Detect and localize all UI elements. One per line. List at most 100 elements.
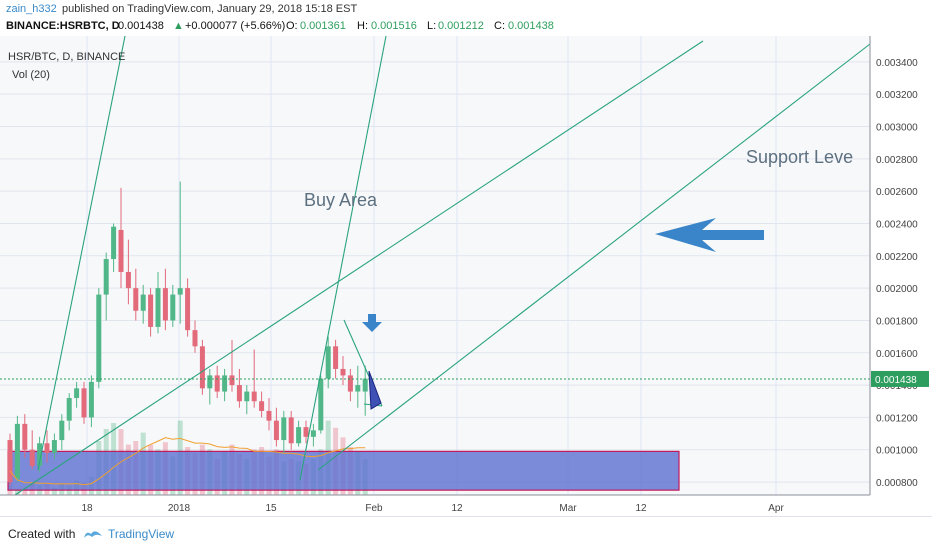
candle-body[interactable] bbox=[59, 420, 65, 441]
candle-body[interactable] bbox=[266, 410, 272, 421]
candle-body[interactable] bbox=[229, 375, 235, 386]
candle-body[interactable] bbox=[7, 440, 13, 483]
y-tick-label: 0.002000 bbox=[876, 284, 918, 295]
candle-body[interactable] bbox=[281, 417, 287, 441]
candle-body[interactable] bbox=[155, 288, 161, 327]
y-tick-label: 0.001200 bbox=[876, 413, 918, 424]
open-value: 0.001361 bbox=[300, 20, 346, 32]
tradingview-brand-link[interactable]: TradingView bbox=[108, 527, 175, 541]
x-tick-label: Mar bbox=[559, 503, 577, 514]
chart-area[interactable]: HSR/BTC, D, BINANCE Vol (20) Buy Area Su… bbox=[0, 35, 932, 516]
x-tick-label: 15 bbox=[265, 503, 277, 514]
candle-body[interactable] bbox=[222, 375, 228, 392]
ohlc-header: BINANCE:HSRBTC, D 0.001438 ▲ +0.000077 (… bbox=[0, 17, 932, 36]
candle-body[interactable] bbox=[347, 375, 353, 392]
x-tick-label: 2018 bbox=[168, 503, 191, 514]
last-price: 0.001438 bbox=[118, 20, 164, 32]
candle-body[interactable] bbox=[310, 430, 316, 437]
candle-body[interactable] bbox=[177, 288, 183, 295]
price-chart[interactable]: HSR/BTC, D, BINANCE Vol (20) Buy Area Su… bbox=[0, 35, 932, 516]
y-tick-label: 0.001600 bbox=[876, 349, 918, 360]
candle-body[interactable] bbox=[88, 381, 94, 418]
candle-body[interactable] bbox=[133, 288, 139, 311]
trend-lines bbox=[14, 35, 871, 496]
trend-line[interactable] bbox=[37, 35, 126, 471]
candle-body[interactable] bbox=[148, 294, 154, 327]
svg-text:0.001438: 0.001438 bbox=[875, 375, 917, 386]
left-arrow-shape bbox=[655, 218, 764, 252]
price-axis[interactable] bbox=[870, 36, 932, 516]
trend-line[interactable] bbox=[299, 35, 387, 481]
down-arrow-icon[interactable] bbox=[362, 314, 382, 332]
buy-area-label: Buy Area bbox=[304, 190, 378, 210]
candles bbox=[7, 181, 368, 486]
candle-body[interactable] bbox=[74, 388, 80, 399]
time-axis[interactable] bbox=[0, 495, 932, 516]
candle-body[interactable] bbox=[207, 375, 213, 389]
y-tick-label: 0.003200 bbox=[876, 90, 918, 101]
candle-body[interactable] bbox=[125, 271, 131, 289]
y-tick-label: 0.002600 bbox=[876, 187, 918, 198]
buy-zone-box[interactable] bbox=[7, 450, 680, 491]
last-price-tag: 0.001438 bbox=[871, 370, 929, 387]
candle-body[interactable] bbox=[355, 385, 361, 392]
candle-body[interactable] bbox=[162, 288, 168, 321]
volume-bar bbox=[14, 489, 20, 495]
candle-body[interactable] bbox=[81, 388, 87, 418]
candle-body[interactable] bbox=[288, 417, 294, 444]
candle-body[interactable] bbox=[22, 423, 28, 450]
y-axis-labels: 0.003400 0.003200 0.003000 0.002800 0.002600… bbox=[876, 58, 918, 489]
x-tick-label: 12 bbox=[451, 503, 463, 514]
price-change: +0.000077 (+5.66%) bbox=[185, 20, 286, 32]
volume-legend: Vol (20) bbox=[12, 69, 50, 81]
candle-body[interactable] bbox=[96, 294, 102, 382]
trend-line[interactable] bbox=[317, 43, 871, 471]
candle-body[interactable] bbox=[118, 229, 124, 272]
candle-body[interactable] bbox=[318, 378, 324, 431]
left-arrow-icon[interactable] bbox=[655, 218, 764, 252]
candle-body[interactable] bbox=[185, 288, 191, 331]
candle-body[interactable] bbox=[111, 226, 117, 260]
candle-body[interactable] bbox=[296, 427, 302, 444]
candle-body[interactable] bbox=[140, 294, 146, 311]
x-axis-labels: 18 2018 15 Feb 12 Mar 12 Apr bbox=[81, 503, 784, 514]
candle-body[interactable] bbox=[14, 423, 20, 479]
candle-body[interactable] bbox=[192, 330, 198, 347]
candle-body[interactable] bbox=[103, 259, 109, 295]
volume-ma-line bbox=[9, 437, 366, 486]
y-tick-label: 0.000800 bbox=[876, 478, 918, 489]
candle-body[interactable] bbox=[214, 375, 220, 392]
high-value: 0.001516 bbox=[371, 20, 417, 32]
candle-body[interactable] bbox=[340, 368, 346, 376]
candle-body[interactable] bbox=[66, 398, 72, 421]
candle-body[interactable] bbox=[251, 391, 257, 402]
candle-body[interactable] bbox=[29, 449, 35, 466]
candle-body[interactable] bbox=[333, 346, 339, 369]
y-tick-label: 0.003000 bbox=[876, 123, 918, 134]
tradingview-logo-icon[interactable] bbox=[82, 527, 104, 546]
close-value: 0.001438 bbox=[508, 20, 554, 32]
candle-body[interactable] bbox=[259, 401, 265, 411]
y-tick-label: 0.002200 bbox=[876, 252, 918, 263]
open-label: O: bbox=[286, 20, 298, 32]
candle-body[interactable] bbox=[362, 378, 368, 392]
candle-body[interactable] bbox=[244, 391, 250, 402]
low-label: L: bbox=[427, 20, 437, 32]
author-link[interactable]: zain_h332 bbox=[6, 3, 57, 15]
candle-body[interactable] bbox=[199, 346, 205, 389]
candle-body[interactable] bbox=[236, 385, 242, 402]
candle-body[interactable] bbox=[325, 346, 331, 379]
symbol-label: BINANCE:HSRBTC, D bbox=[6, 20, 120, 32]
y-tick-label: 0.002400 bbox=[876, 219, 918, 230]
wedge-triangle[interactable] bbox=[368, 370, 382, 410]
publish-header: zain_h332 published on TradingView.com, … bbox=[0, 0, 932, 17]
publish-info: published on TradingView.com, January 29… bbox=[62, 3, 358, 15]
candle-body[interactable] bbox=[303, 427, 309, 437]
candle-body[interactable] bbox=[273, 420, 279, 441]
x-tick-label: Apr bbox=[768, 503, 784, 514]
candle-body[interactable] bbox=[37, 443, 43, 466]
candle-body[interactable] bbox=[170, 294, 176, 321]
candle-body[interactable] bbox=[44, 443, 50, 453]
candle-body[interactable] bbox=[51, 440, 57, 453]
trend-line[interactable] bbox=[14, 40, 704, 496]
